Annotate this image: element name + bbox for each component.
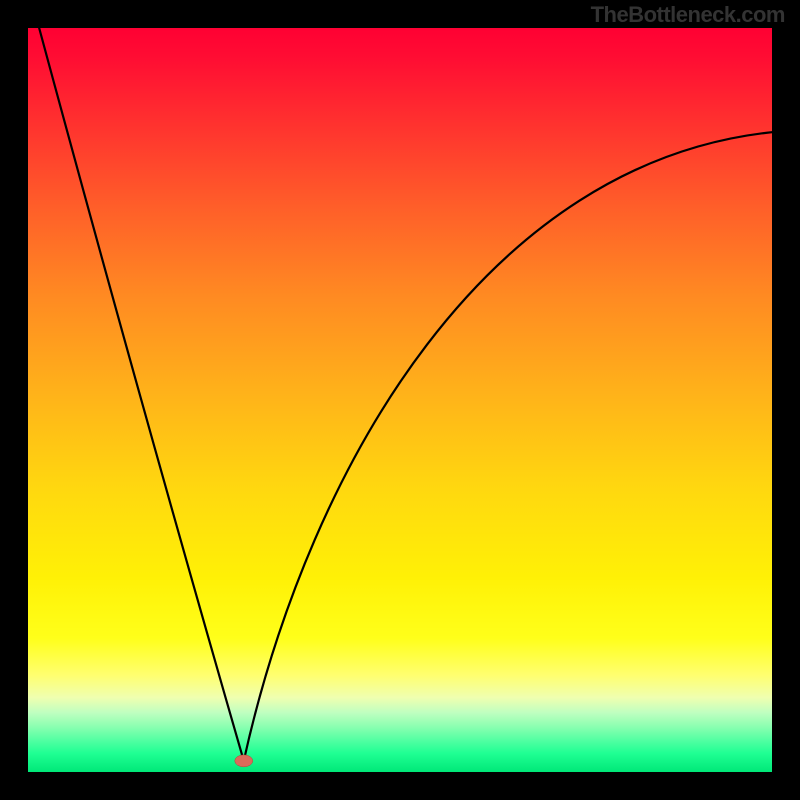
optimal-point-marker-icon: [235, 755, 253, 767]
plot-background: [28, 28, 772, 772]
watermark-label: TheBottleneck.com: [591, 2, 785, 28]
bottleneck-chart: [0, 0, 800, 800]
